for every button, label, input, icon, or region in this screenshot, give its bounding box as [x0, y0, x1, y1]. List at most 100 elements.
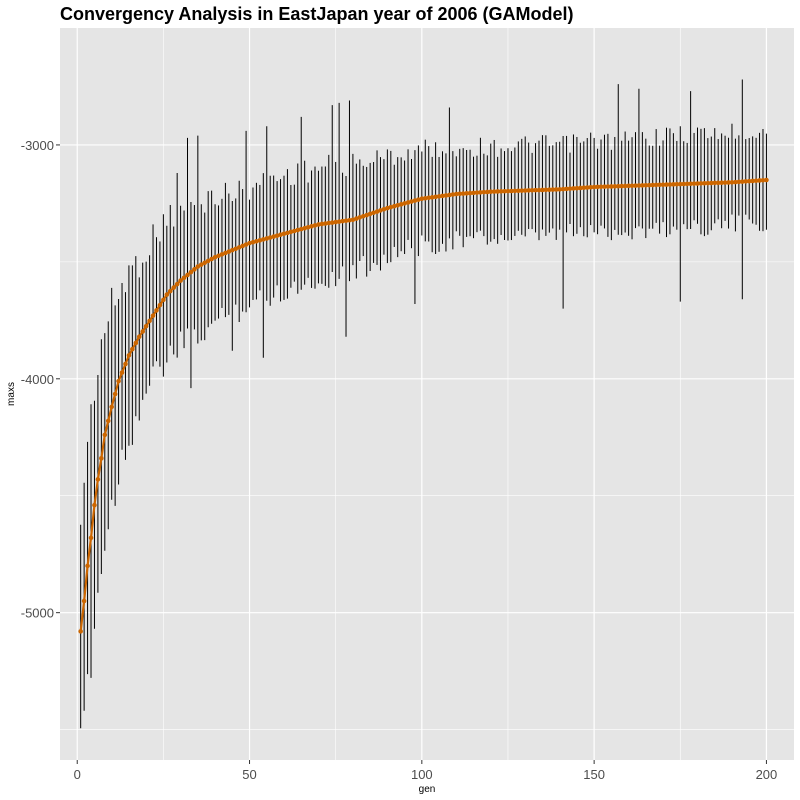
- mean-point: [743, 179, 749, 184]
- mean-point: [167, 288, 173, 294]
- mean-point: [740, 179, 745, 184]
- mean-point: [243, 242, 249, 247]
- mean-point: [240, 243, 245, 249]
- mean-point: [543, 187, 549, 193]
- mean-point: [181, 275, 187, 281]
- mean-point: [99, 456, 104, 461]
- mean-point: [750, 178, 755, 184]
- mean-point: [633, 183, 638, 188]
- mean-point: [605, 184, 611, 189]
- mean-point: [316, 222, 321, 227]
- mean-point: [126, 353, 132, 358]
- mean-point: [88, 535, 94, 541]
- mean-point: [729, 180, 735, 185]
- mean-point: [274, 233, 280, 238]
- mean-point: [130, 346, 135, 352]
- mean-point: [588, 184, 593, 190]
- mean-point: [719, 180, 724, 186]
- mean-point: [595, 184, 600, 190]
- x-tick-label: 50: [242, 767, 256, 782]
- mean-point: [491, 189, 497, 194]
- mean-point: [436, 194, 442, 199]
- mean-point: [219, 252, 225, 257]
- mean-point: [216, 253, 221, 259]
- mean-point: [295, 227, 301, 233]
- mean-point: [712, 180, 718, 186]
- mean-point: [409, 199, 414, 204]
- mean-point: [292, 228, 297, 234]
- mean-point: [195, 264, 201, 269]
- mean-point: [471, 190, 476, 196]
- mean-point: [85, 563, 90, 569]
- mean-point: [722, 180, 728, 185]
- mean-point: [650, 182, 656, 188]
- mean-point: [609, 184, 614, 189]
- mean-point: [254, 238, 259, 244]
- mean-point: [564, 186, 569, 192]
- mean-point: [343, 218, 349, 224]
- x-axis-label: gen: [419, 784, 436, 795]
- mean-point: [457, 191, 463, 197]
- mean-point: [733, 179, 738, 185]
- mean-point: [198, 262, 204, 267]
- mean-point: [233, 246, 239, 252]
- mean-point: [629, 183, 635, 189]
- mean-point: [578, 185, 583, 191]
- mean-point: [333, 219, 338, 225]
- mean-point: [746, 178, 752, 184]
- mean-point: [136, 334, 142, 340]
- mean-point: [402, 201, 407, 206]
- mean-point: [591, 184, 597, 190]
- mean-point: [112, 391, 118, 397]
- mean-point: [340, 218, 345, 224]
- mean-point: [236, 245, 242, 250]
- mean-point: [395, 202, 401, 208]
- mean-point: [419, 196, 425, 202]
- mean-point: [636, 183, 642, 188]
- mean-point: [681, 181, 687, 187]
- mean-point: [657, 182, 662, 188]
- x-tick-label: 0: [74, 767, 81, 782]
- mean-point: [615, 183, 621, 189]
- mean-point: [557, 187, 562, 192]
- mean-point: [264, 236, 270, 241]
- mean-point: [150, 313, 156, 318]
- mean-point: [502, 188, 507, 194]
- mean-point: [174, 281, 180, 287]
- mean-point: [602, 184, 607, 189]
- mean-point: [736, 179, 742, 185]
- mean-point: [147, 318, 152, 324]
- mean-point: [715, 180, 721, 186]
- mean-point: [547, 187, 552, 193]
- mean-point: [119, 370, 125, 375]
- mean-point: [488, 189, 494, 195]
- mean-point: [753, 178, 759, 184]
- mean-point: [312, 223, 318, 228]
- mean-point: [691, 181, 697, 186]
- mean-point: [474, 190, 480, 195]
- mean-point: [278, 232, 283, 238]
- mean-point: [405, 200, 411, 205]
- mean-point: [567, 186, 573, 191]
- x-tick-label: 200: [756, 767, 778, 782]
- mean-point: [161, 297, 166, 303]
- mean-point: [267, 235, 273, 240]
- mean-point: [495, 189, 500, 194]
- mean-point: [536, 187, 542, 193]
- mean-point: [584, 185, 590, 190]
- mean-point: [171, 285, 177, 290]
- mean-point: [688, 181, 693, 187]
- mean-point: [453, 191, 459, 197]
- mean-point: [505, 188, 511, 194]
- mean-point: [447, 192, 452, 198]
- mean-point: [705, 180, 711, 186]
- mean-point: [726, 180, 731, 185]
- mean-point: [516, 188, 521, 194]
- mean-point: [230, 247, 235, 253]
- mean-point: [764, 177, 769, 183]
- mean-point: [612, 184, 618, 189]
- mean-point: [336, 219, 342, 224]
- mean-point: [143, 323, 149, 329]
- mean-point: [78, 629, 83, 634]
